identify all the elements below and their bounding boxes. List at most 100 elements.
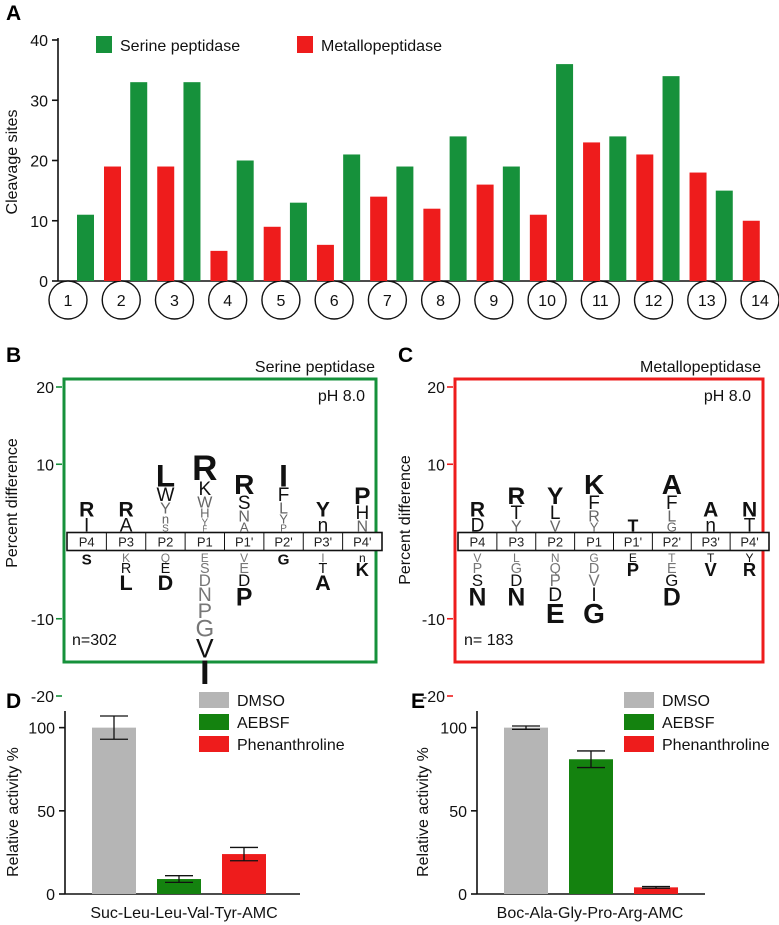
x-tick-label: 12 [645,293,663,310]
bar-serine [609,136,627,281]
bar-serine [715,190,733,281]
logo-letter-down: L [119,570,132,595]
panel-letter-d: D [6,690,21,713]
category-circle [101,280,141,320]
logo-letter-up: L [156,457,175,493]
logo-letter-up: Y [201,517,208,528]
panel-e: E Relative activity % 0 50 100 DMSO AEBSF Phe… [411,690,770,922]
logo-letter-down: D [158,570,174,595]
logo-letter-down: I [321,551,324,565]
logo-letter-up: W [197,494,213,511]
panel-d: D Relative activity % 0 50 100 DMSO AEBSF Phe… [5,690,345,922]
logo-letter-up: R [79,499,94,522]
logo-letter-up: T [744,516,756,537]
legend-swatch [199,714,229,730]
logo-letter-up: L [550,503,561,524]
y-tick-label: 10 [30,214,48,231]
logo-letter-down: D [199,571,211,590]
logo-letter-down: P [627,559,639,580]
logo-letter-up: I [84,516,89,537]
legend-swatch [624,692,654,708]
logo-letter-down: P [236,585,253,612]
logo-letter-up: L [279,501,288,518]
y-tick-label: -10 [422,612,445,629]
legend-swatch [624,714,654,730]
logo-letter-up: I [279,457,288,493]
position-label: P4' [740,535,758,550]
panel-b-y-axis-label: Percent difference [4,438,21,568]
logo-letter-up: F [278,485,290,506]
category-circle [740,280,779,320]
category-circle [474,280,514,320]
legend-label: AEBSF [662,715,715,732]
logo-letter-up: Y [590,520,599,535]
logo-letter-down: E [161,561,171,577]
logo-letter-up: Y [511,519,522,536]
bar-metallo [423,208,441,281]
logo-letter-up: F [666,493,678,514]
logo-letter-down: S [472,571,483,590]
y-tick-label: 10 [36,457,54,474]
position-label: P1 [197,535,213,550]
logo-letter-down: G [583,598,605,629]
activity-bar [92,727,136,894]
category-circle [154,280,195,320]
logo-letter-down: G [278,551,290,568]
bar-serine [556,64,574,281]
bar-metallo [529,214,547,281]
bar-metallo [263,226,281,281]
y-tick-label: 100 [440,721,467,738]
logo-letter-down: D [589,561,599,577]
logo-letter-up: Y [279,512,288,527]
logo-letter-down: P [198,598,212,623]
panel-a-y-axis-label: Cleavage sites [4,110,21,215]
logo-letter-down: E [239,561,249,577]
logo-letter-up: P [354,483,370,510]
bar-serine [662,76,680,282]
logo-letter-up: V [550,519,561,536]
x-tick-label: 3 [170,293,179,310]
logo-letter-up: S [238,493,251,514]
legend-swatch [199,736,229,752]
logo-letter-down: T [319,561,328,577]
panel-c-ph-label: pH 8.0 [704,388,751,405]
position-label: P4 [79,535,95,550]
logo-letter-up: A [703,499,718,522]
logo-frame [453,377,765,664]
logo-letter-down: A [315,570,331,595]
logo-letter-down: N [468,585,486,612]
bar-metallo [583,142,601,281]
y-tick-label: 10 [427,457,445,474]
position-label: P3 [118,535,134,550]
logo-letter-down: G [511,561,522,577]
logo-letter-up: R [234,469,254,500]
logo-letter-down: K [356,559,370,580]
x-tick-label: 10 [538,293,556,310]
bar-metallo [370,196,388,281]
logo-letter-up: A [120,516,133,537]
logo-letter-down: V [588,571,600,590]
legend-label: AEBSF [237,715,290,732]
logo-letter-up: Y [547,483,563,510]
y-tick-label: 20 [30,154,48,171]
activity-bar [569,759,613,894]
bar-metallo [157,166,175,281]
activity-bar [504,727,548,894]
logo-letter-down: I [591,585,596,606]
bar-serine [449,136,467,281]
logo-letter-down: E [629,551,637,565]
logo-letter-down: N [198,585,212,606]
bar-metallo [210,250,228,281]
panel-d-plot-area: 0 50 100 DMSO AEBSF Phenanthroline [28,692,345,904]
category-circle [527,280,567,320]
logo-letter-up: S [162,524,169,535]
logo-letter-down: P [473,561,483,577]
logo-letter-up: H [200,505,209,520]
category-circle [580,280,621,320]
bar-metallo [316,244,334,281]
logo-letter-up: n [162,512,169,527]
logo-letter-down: D [663,585,681,612]
